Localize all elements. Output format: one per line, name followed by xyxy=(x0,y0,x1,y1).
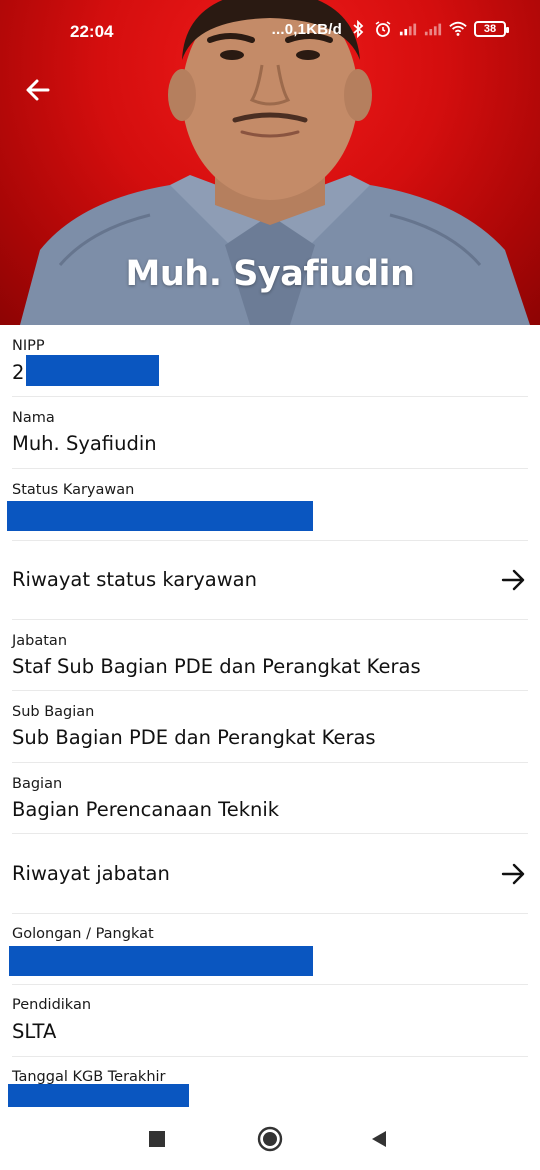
triangle-icon xyxy=(372,1131,386,1147)
field-sub-bagian: Sub Bagian Sub Bagian PDE dan Perangkat … xyxy=(12,691,528,763)
nav-back-button[interactable] xyxy=(362,1122,396,1156)
battery-icon: 38 xyxy=(474,21,509,37)
field-pendidikan: Pendidikan SLTA xyxy=(12,985,528,1057)
field-nipp: NIPP 2 xyxy=(12,325,528,397)
riwayat-jabatan-label: Riwayat jabatan xyxy=(12,862,170,885)
field-bagian-label: Bagian xyxy=(12,776,63,792)
nav-home-button[interactable] xyxy=(253,1122,287,1156)
field-sub-bagian-value: Sub Bagian PDE dan Perangkat Keras xyxy=(12,726,376,749)
redacted-block xyxy=(26,355,159,386)
field-bagian: Bagian Bagian Perencanaan Teknik xyxy=(12,763,528,834)
riwayat-jabatan-arrow[interactable] xyxy=(498,859,528,889)
square-icon xyxy=(149,1131,165,1147)
system-nav-bar xyxy=(0,1108,540,1170)
back-button[interactable] xyxy=(20,72,56,108)
status-time: 22:04 xyxy=(70,22,114,41)
field-bagian-value: Bagian Perencanaan Teknik xyxy=(12,798,280,821)
field-jabatan-value: Staf Sub Bagian PDE dan Perangkat Keras xyxy=(12,655,421,678)
field-nama-label: Nama xyxy=(12,410,55,426)
riwayat-status-karyawan-row[interactable]: Riwayat status karyawan xyxy=(12,541,528,620)
field-tanggal-kgb-label: Tanggal KGB Terakhir xyxy=(12,1069,166,1085)
profile-header: 22:04 ...0,1KB/d 38 Muh. Syafiudin xyxy=(0,0,540,325)
riwayat-jabatan-row[interactable]: Riwayat jabatan xyxy=(12,834,528,914)
riwayat-status-arrow[interactable] xyxy=(498,565,528,595)
field-jabatan-label: Jabatan xyxy=(12,633,68,649)
network-speed: ...0,1KB/d xyxy=(271,20,342,38)
status-bar: 22:04 ...0,1KB/d 38 xyxy=(0,0,540,62)
alarm-icon xyxy=(375,21,391,37)
field-nipp-label: NIPP xyxy=(12,338,45,354)
bluetooth-icon xyxy=(353,20,364,38)
nav-recents-button[interactable] xyxy=(140,1122,174,1156)
circle-icon xyxy=(257,1126,283,1152)
arrow-left-icon xyxy=(26,79,50,101)
field-golongan-label: Golongan / Pangkat xyxy=(12,926,154,942)
wifi-icon xyxy=(449,21,467,36)
profile-name: Muh. Syafiudin xyxy=(125,254,415,294)
field-nama-value: Muh. Syafiudin xyxy=(12,432,157,455)
redacted-block xyxy=(8,1084,189,1107)
status-icons: ...0,1KB/d 38 xyxy=(271,20,509,38)
field-pendidikan-label: Pendidikan xyxy=(12,997,92,1013)
field-pendidikan-value: SLTA xyxy=(12,1020,57,1043)
field-golongan: Golongan / Pangkat xyxy=(9,914,528,985)
profile-photo xyxy=(20,0,530,325)
field-sub-bagian-label: Sub Bagian xyxy=(12,704,95,720)
arrow-right-icon xyxy=(501,569,525,591)
redacted-block xyxy=(7,501,313,531)
arrow-right-icon xyxy=(501,863,525,885)
signal-2-icon xyxy=(424,23,442,36)
field-tanggal-kgb: Tanggal KGB Terakhir xyxy=(8,1057,528,1107)
signal-icon xyxy=(399,23,417,36)
field-status-karyawan-label: Status Karyawan xyxy=(12,482,135,498)
field-jabatan: Jabatan Staf Sub Bagian PDE dan Perangka… xyxy=(12,620,528,691)
redacted-block xyxy=(9,946,313,976)
riwayat-status-karyawan-label: Riwayat status karyawan xyxy=(12,568,257,591)
field-status-karyawan: Status Karyawan xyxy=(7,469,528,541)
field-nipp-value: 2 xyxy=(12,361,25,384)
field-nama: Nama Muh. Syafiudin xyxy=(12,397,528,469)
